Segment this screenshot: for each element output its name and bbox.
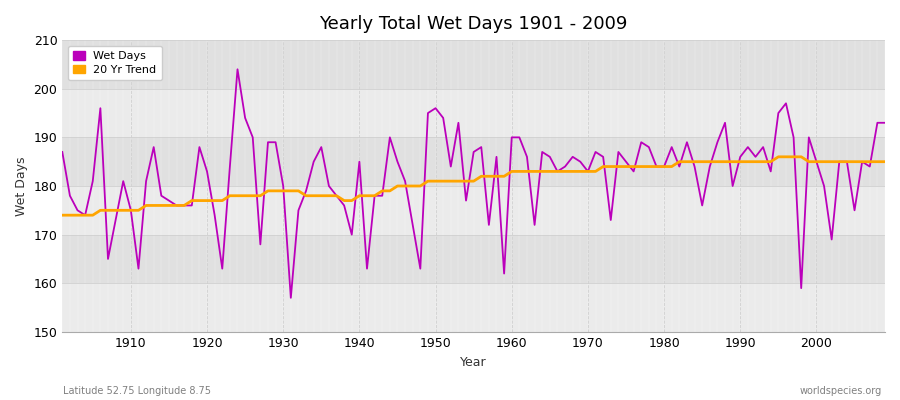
Bar [62, 40, 885, 89]
20 Yr Trend [118, 208, 129, 213]
Wet Days [514, 135, 525, 140]
20 Yr Trend [879, 159, 890, 164]
20 Yr Trend [598, 164, 608, 169]
Wet Days [879, 120, 890, 125]
Legend: Wet Days, 20 Yr Trend: Wet Days, 20 Yr Trend [68, 46, 162, 80]
Bar [62, 89, 885, 137]
Wet Days [522, 154, 533, 159]
Line: Wet Days: Wet Days [62, 69, 885, 298]
Title: Yearly Total Wet Days 1901 - 2009: Yearly Total Wet Days 1901 - 2009 [320, 15, 628, 33]
Bar [62, 283, 885, 332]
20 Yr Trend [285, 188, 296, 193]
Y-axis label: Wet Days: Wet Days [15, 156, 28, 216]
Text: Latitude 52.75 Longitude 8.75: Latitude 52.75 Longitude 8.75 [63, 386, 211, 396]
X-axis label: Year: Year [460, 356, 487, 369]
Wet Days [232, 67, 243, 72]
20 Yr Trend [507, 169, 517, 174]
20 Yr Trend [499, 174, 509, 179]
Wet Days [301, 188, 311, 193]
Bar [62, 186, 885, 235]
Bar [62, 235, 885, 283]
20 Yr Trend [57, 213, 68, 218]
Text: worldspecies.org: worldspecies.org [800, 386, 882, 396]
Wet Days [613, 150, 624, 154]
Wet Days [346, 232, 357, 237]
Wet Days [285, 296, 296, 300]
20 Yr Trend [331, 193, 342, 198]
Line: 20 Yr Trend: 20 Yr Trend [62, 157, 885, 215]
Bar [62, 137, 885, 186]
20 Yr Trend [773, 154, 784, 159]
Wet Days [57, 150, 68, 154]
Wet Days [118, 179, 129, 184]
